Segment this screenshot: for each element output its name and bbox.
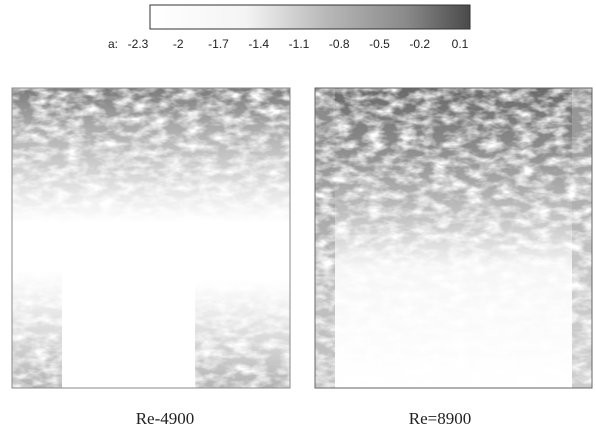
panel-border <box>11 87 291 389</box>
panel-right <box>314 87 593 389</box>
colorbar-tick-label: -2 <box>173 37 184 51</box>
panel-border <box>314 87 593 389</box>
colorbar-tick-label: -0.8 <box>329 37 350 51</box>
colorbar-gradient <box>149 4 471 30</box>
colorbar-tick-label: -1.7 <box>208 37 229 51</box>
panel-left <box>11 87 291 389</box>
colorbar-tick-label: -0.5 <box>369 37 390 51</box>
heatmap-texture <box>12 88 290 388</box>
colorbar-tick-label: -1.4 <box>248 37 269 51</box>
colorbar-tick-label: 0.1 <box>452 37 469 51</box>
colorbar-tick-label: -2.3 <box>128 37 149 51</box>
heatmap-texture <box>315 88 592 388</box>
panel-caption: Re-4900 <box>136 409 195 428</box>
colorbar-tick-label: -1.1 <box>289 37 310 51</box>
panel-caption: Re=8900 <box>409 409 471 428</box>
colorbar: a: <box>108 4 471 51</box>
colorbar-tick-label: -0.2 <box>409 37 430 51</box>
colorbar-label: a: <box>108 37 118 51</box>
